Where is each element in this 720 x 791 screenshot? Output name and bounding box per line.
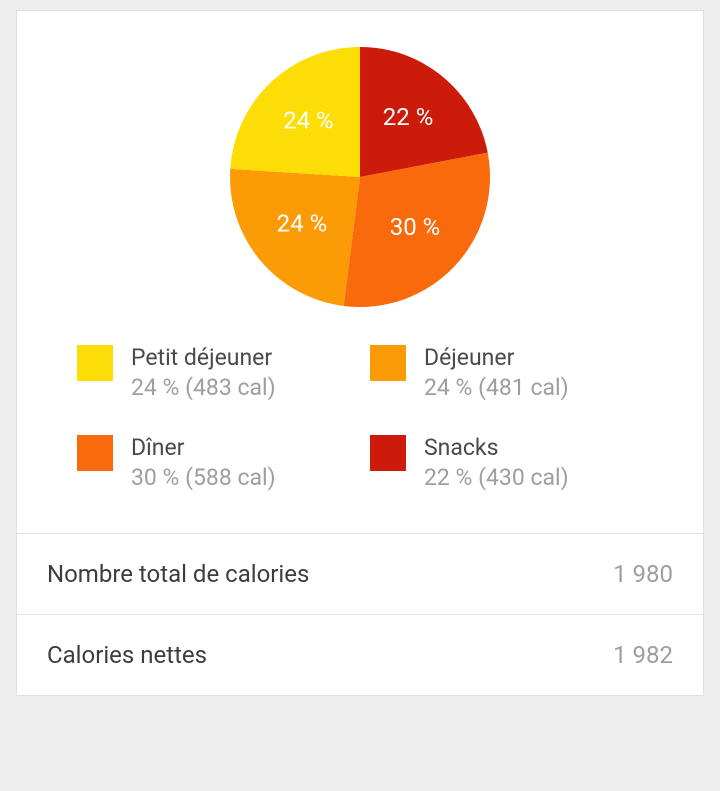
net-calories-value: 1 982 (613, 641, 673, 669)
legend-detail-snacks: 22 % (430 cal) (424, 463, 569, 493)
legend-swatch-petitdej (77, 345, 113, 381)
legend-swatch-snacks (370, 435, 406, 471)
legend-item-petitdej: Petit déjeuner24 % (483 cal) (77, 343, 350, 403)
legend-label-diner: Dîner (131, 433, 276, 463)
net-calories-row: Calories nettes 1 982 (17, 614, 703, 695)
legend-swatch-diner (77, 435, 113, 471)
legend-text-snacks: Snacks22 % (430 cal) (424, 433, 569, 493)
net-calories-label: Calories nettes (47, 641, 207, 669)
legend-label-snacks: Snacks (424, 433, 569, 463)
pie-slice-label-diner: 30 % (390, 213, 441, 241)
legend-detail-petitdej: 24 % (483 cal) (131, 373, 276, 403)
legend-item-diner: Dîner30 % (588 cal) (77, 433, 350, 493)
legend-label-dejeuner: Déjeuner (424, 343, 569, 373)
total-calories-value: 1 980 (613, 560, 673, 588)
legend-label-petitdej: Petit déjeuner (131, 343, 276, 373)
legend-text-diner: Dîner30 % (588 cal) (131, 433, 276, 493)
legend: Petit déjeuner24 % (483 cal)Déjeuner24 %… (17, 343, 703, 533)
pie-chart-container: 22 % 30 % 24 % 24 % (17, 11, 703, 343)
legend-text-dejeuner: Déjeuner24 % (481 cal) (424, 343, 569, 403)
pie-slice-label-dejeuner: 24 % (277, 209, 328, 237)
pie-slice-label-snacks: 22 % (383, 103, 434, 131)
legend-text-petitdej: Petit déjeuner24 % (483 cal) (131, 343, 276, 403)
legend-item-snacks: Snacks22 % (430 cal) (370, 433, 643, 493)
legend-swatch-dejeuner (370, 345, 406, 381)
pie-chart: 22 % 30 % 24 % 24 % (230, 47, 490, 307)
pie-slice-label-petitdej: 24 % (283, 106, 334, 134)
calorie-card: 22 % 30 % 24 % 24 % Petit déjeuner24 % (483… (16, 10, 704, 696)
total-calories-label: Nombre total de calories (47, 560, 309, 588)
legend-detail-dejeuner: 24 % (481 cal) (424, 373, 569, 403)
legend-item-dejeuner: Déjeuner24 % (481 cal) (370, 343, 643, 403)
legend-detail-diner: 30 % (588 cal) (131, 463, 276, 493)
total-calories-row: Nombre total de calories 1 980 (17, 533, 703, 614)
